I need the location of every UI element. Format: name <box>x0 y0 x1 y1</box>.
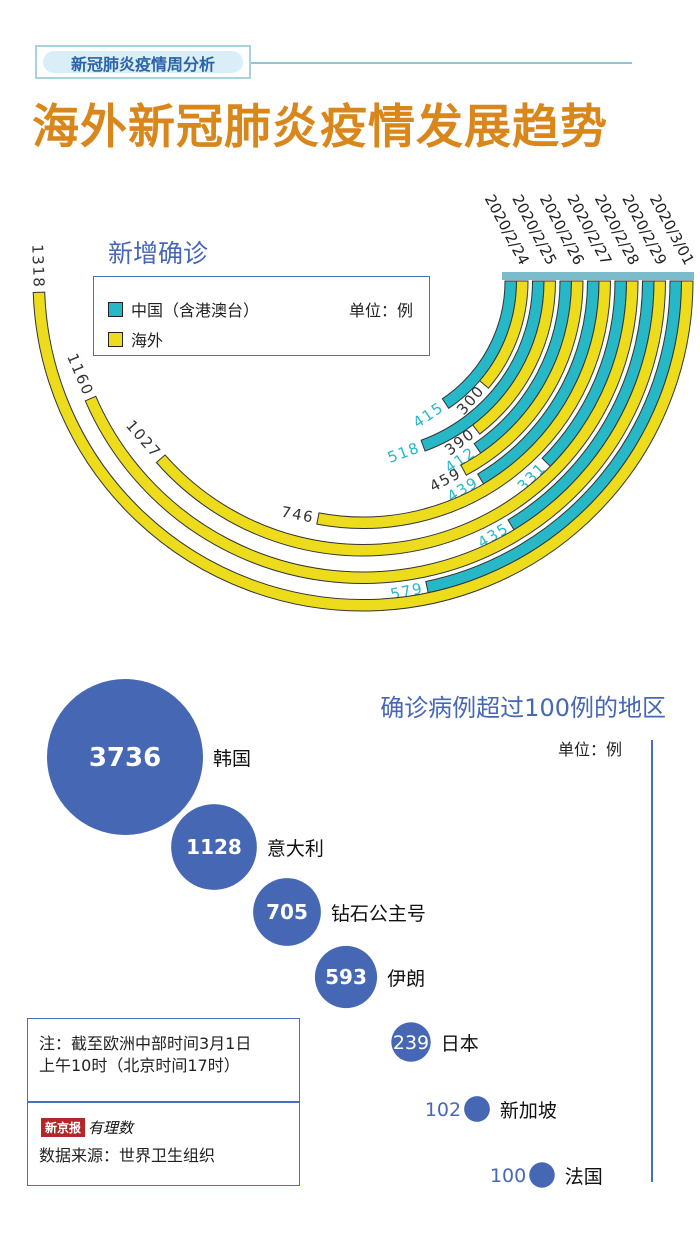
bubble-value: 3736 <box>89 743 161 773</box>
logo-brand: 新京报 <box>41 1118 86 1137</box>
bubble <box>529 1162 555 1188</box>
china-swatch-icon <box>108 301 123 317</box>
overseas-arc-bar <box>472 280 557 435</box>
bubble-region-label: 韩国 <box>213 748 251 770</box>
overseas-arc-bar <box>316 280 612 529</box>
kicker-badge: 新冠肺炎疫情周分析 <box>35 45 251 79</box>
vertical-rule <box>651 740 653 1182</box>
overseas-arc-bar <box>478 280 529 389</box>
note-box: 注：截至欧洲中部时间3月1日 上午10时（北京时间17时） 新京报 有理数 数据来… <box>27 1018 300 1186</box>
arc-chart-title: 新增确诊 <box>108 239 209 268</box>
legend-item-overseas: 海外 <box>108 327 163 351</box>
note-line-2: 上午10时（北京时间17时） <box>39 1056 240 1075</box>
bubble-chart-title: 确诊病例超过100例的地区 <box>380 694 666 722</box>
bubble-region-label: 法国 <box>565 1166 603 1188</box>
bubble-value: 102 <box>425 1099 461 1121</box>
kicker-text: 新冠肺炎疫情周分析 <box>70 55 215 74</box>
bubble <box>391 1022 431 1062</box>
note-divider <box>28 1101 299 1103</box>
data-label: 746 <box>280 503 316 527</box>
note-line-1: 注：截至欧洲中部时间3月1日 <box>39 1034 252 1053</box>
bubble-value: 239 <box>393 1032 429 1054</box>
legend: 中国（含港澳台） 海外 单位：例 <box>93 276 430 356</box>
legend-label: 中国（含港澳台） <box>131 301 260 320</box>
overseas-arc-bar <box>460 280 584 476</box>
bubble-value: 593 <box>325 965 367 989</box>
bubble <box>314 945 378 1009</box>
data-label: 1318 <box>28 244 48 289</box>
logo-sub: 有理数 <box>88 1119 134 1137</box>
overseas-arc-bar <box>84 280 667 584</box>
bubble-region-label: 伊朗 <box>387 968 425 990</box>
data-label: 415 <box>410 398 448 431</box>
overseas-arc-bar <box>155 280 639 557</box>
bubble-region-label: 日本 <box>441 1033 479 1055</box>
bubble-region-label: 意大利 <box>267 838 324 860</box>
bubble-value: 705 <box>266 900 308 924</box>
bubble-value: 100 <box>490 1165 526 1187</box>
page-title: 海外新冠肺炎疫情发展趋势 <box>32 100 608 155</box>
bubble <box>47 679 203 835</box>
bubble <box>464 1096 490 1122</box>
logo: 新京报 有理数 <box>41 1117 133 1138</box>
bubble-region-label: 钻石公主号 <box>331 903 426 925</box>
data-label: 1160 <box>63 351 97 399</box>
legend-label: 海外 <box>131 331 164 350</box>
bubble <box>253 878 321 946</box>
date-axis-bar <box>502 272 694 280</box>
bubble-unit-label: 单位：例 <box>558 740 623 759</box>
bubble-region-label: 新加坡 <box>500 1100 557 1122</box>
overseas-arc-bar <box>32 280 694 612</box>
bubble <box>171 804 257 890</box>
legend-item-china: 中国（含港澳台） <box>108 297 259 321</box>
unit-label: 单位：例 <box>348 301 413 320</box>
header-rule <box>251 62 632 64</box>
overseas-swatch-icon <box>108 331 123 347</box>
data-label: 518 <box>385 439 422 467</box>
source-text: 数据来源：世界卫生组织 <box>39 1146 216 1165</box>
bubble-value: 1128 <box>186 835 242 859</box>
